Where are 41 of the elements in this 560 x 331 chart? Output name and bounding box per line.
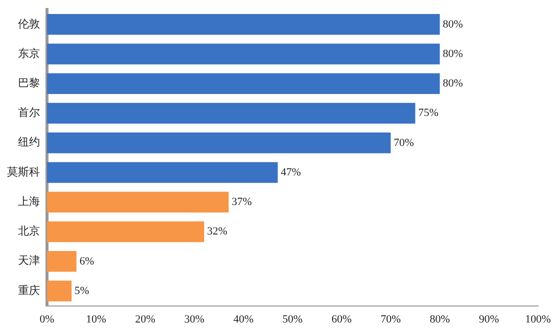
y-tick-label: 东京 [18,46,40,60]
x-tick-label: 20% [135,313,156,326]
data-label: 75% [418,107,438,120]
data-label: 80% [442,48,463,60]
x-tick-label: 70% [380,313,401,326]
bar [47,280,72,302]
y-tick-label: 北京 [18,224,40,238]
data-label: 80% [442,78,463,90]
bar [47,162,278,183]
data-label: 80% [442,18,463,30]
bar [47,132,391,154]
x-tick-label: 0% [40,313,54,326]
y-tick-label: 首尔 [18,106,40,120]
y-tick-label: 莫斯科 [7,165,40,178]
bar [47,192,229,213]
bar [47,44,440,64]
bar [47,221,204,242]
y-tick-label: 上海 [18,194,40,208]
data-label: 37% [232,196,252,208]
x-tick-label: 90% [478,313,499,326]
x-tick-label: 100% [525,313,551,326]
bar [47,102,416,124]
data-label: 47% [280,166,301,178]
bar [47,14,440,35]
x-tick-label: 40% [233,313,254,326]
data-label: 5% [74,284,90,297]
x-tick-label: 80% [430,313,450,326]
x-tick-label: 10% [86,313,106,326]
x-tick-label: 30% [184,313,204,326]
bar [47,250,76,272]
bar [47,73,440,94]
y-tick-label: 天津 [18,254,40,268]
y-tick-label: 纽约 [18,136,40,149]
y-tick-label: 巴黎 [18,76,40,90]
data-label: 70% [394,136,414,149]
y-tick-label: 重庆 [18,284,40,297]
data-label: 6% [79,255,94,268]
data-label: 32% [207,226,228,238]
y-tick-label: 伦敦 [18,17,40,30]
x-tick-label: 60% [332,313,352,326]
x-tick-label: 50% [282,313,303,326]
